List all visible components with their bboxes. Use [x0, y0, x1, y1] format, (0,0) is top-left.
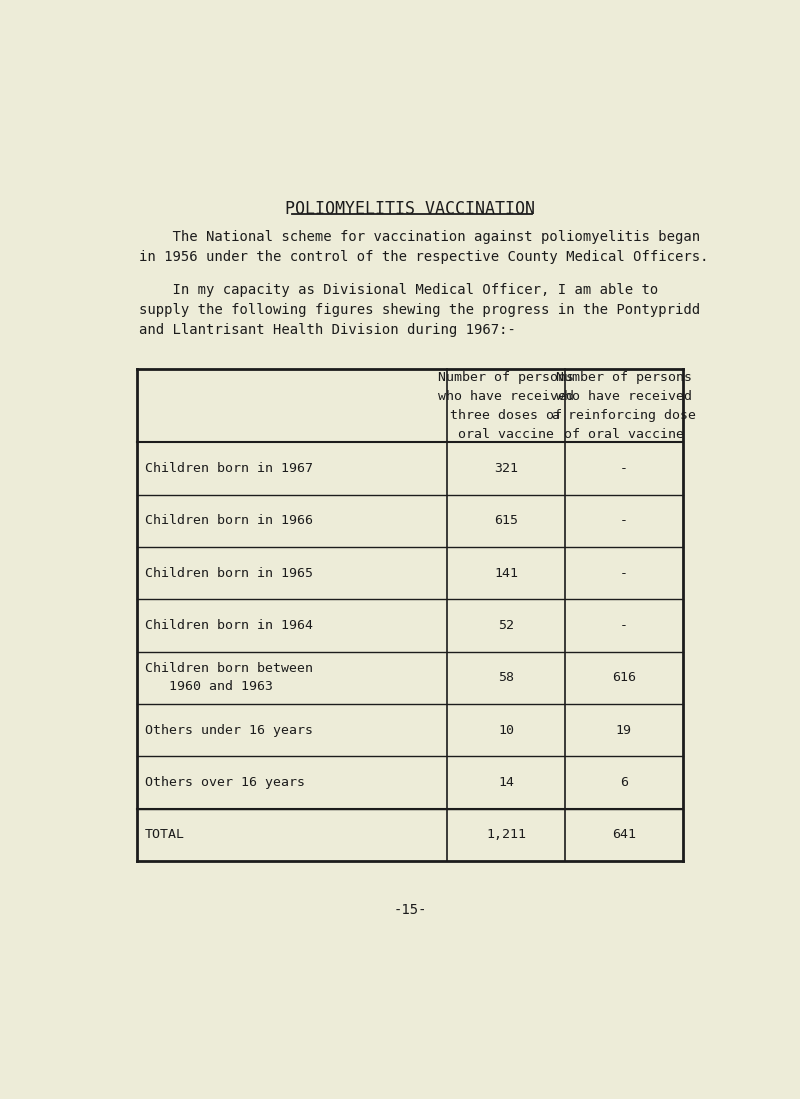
Text: Others over 16 years: Others over 16 years — [145, 776, 305, 789]
Text: Others under 16 years: Others under 16 years — [145, 723, 313, 736]
Text: 19: 19 — [616, 723, 632, 736]
Text: 641: 641 — [612, 829, 636, 842]
Text: Children born in 1966: Children born in 1966 — [145, 514, 313, 528]
Text: POLIOMYELITIS VACCINATION: POLIOMYELITIS VACCINATION — [285, 200, 535, 218]
Text: In my capacity as Divisional Medical Officer, I am able to
supply the following : In my capacity as Divisional Medical Off… — [138, 282, 700, 337]
Text: -: - — [620, 619, 628, 632]
Text: Children born between
   1960 and 1963: Children born between 1960 and 1963 — [145, 663, 313, 693]
Text: TOTAL: TOTAL — [145, 829, 185, 842]
Text: Children born in 1965: Children born in 1965 — [145, 567, 313, 579]
Text: -: - — [620, 462, 628, 475]
Text: -15-: -15- — [394, 903, 426, 918]
Text: Number of persons
who have received
three doses of
oral vaccine: Number of persons who have received thre… — [438, 370, 574, 441]
Text: Number of persons
who have received
a reinforcing dose
of oral vaccine: Number of persons who have received a re… — [552, 370, 696, 441]
Text: Children born in 1967: Children born in 1967 — [145, 462, 313, 475]
Text: 615: 615 — [494, 514, 518, 528]
Text: 1,211: 1,211 — [486, 829, 526, 842]
Text: 14: 14 — [498, 776, 514, 789]
Text: 321: 321 — [494, 462, 518, 475]
Text: 141: 141 — [494, 567, 518, 579]
Text: 6: 6 — [620, 776, 628, 789]
Text: 10: 10 — [498, 723, 514, 736]
Text: 616: 616 — [612, 671, 636, 685]
Text: 52: 52 — [498, 619, 514, 632]
Text: Children born in 1964: Children born in 1964 — [145, 619, 313, 632]
Text: -: - — [620, 567, 628, 579]
Text: -: - — [620, 514, 628, 528]
Text: 58: 58 — [498, 671, 514, 685]
Text: The National scheme for vaccination against poliomyelitis began
in 1956 under th: The National scheme for vaccination agai… — [138, 231, 708, 265]
